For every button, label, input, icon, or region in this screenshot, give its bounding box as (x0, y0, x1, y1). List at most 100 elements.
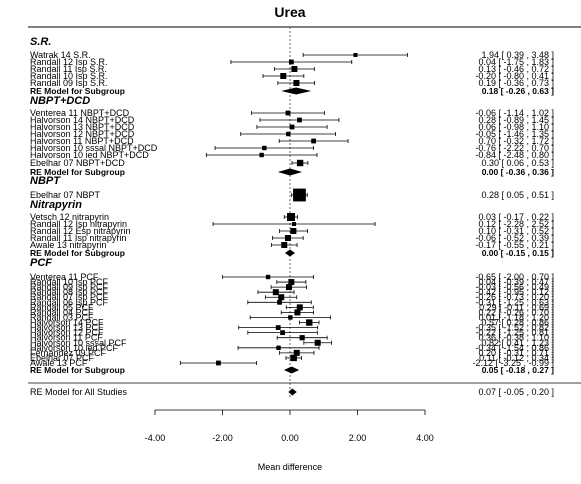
group-header: NBPT+DCD (30, 95, 90, 107)
effect-square (216, 360, 221, 366)
ci-value: 0.36 [ -0.38 , 1.10 ] (478, 333, 554, 343)
ci-value: 0.70 [ -0.32 , 1.72 ] (478, 136, 554, 146)
study-label: Randall 09 Isp PCF (30, 282, 109, 292)
study-label: Randall 11 Isp S.R. (30, 64, 107, 74)
effect-square (353, 53, 358, 57)
effect-square (292, 222, 297, 226)
ci-value: -0.03 [ -0.56 , 0.49 ] (475, 282, 554, 292)
group-header: S.R. (30, 36, 51, 48)
effect-square (288, 279, 295, 286)
effect-square (275, 325, 281, 330)
x-axis-label: Mean difference (258, 462, 322, 472)
study-label: Halvorson 10 sssal NBPT+DCD (30, 143, 158, 153)
ci-value: -0.22 [ -1.25 , 0.81 ] (475, 328, 554, 338)
group-header: PCF (30, 257, 52, 269)
ci-value: 0.28 [ 0.05 , 0.51 ] (481, 190, 554, 200)
ci-value: 0.29 [ -0.11 , 0.69 ] (479, 302, 554, 312)
study-label: Watrak 14 S.R. (30, 50, 91, 60)
ci-value: -0.84 [ -2.48 , 0.80 ] (475, 150, 554, 160)
subgroup-re-value: 0.00 [ -0.15 , 0.15 ] (482, 248, 554, 258)
study-label: Halvorson 14 NBPT+DCD (30, 115, 135, 125)
study-label: Awale 13 PCF (30, 358, 88, 368)
study-label: Randall 10 Isp S.R. (30, 71, 108, 81)
ci-value: 0.22 [ -0.26 , 0.70 ] (478, 307, 554, 317)
ci-value: 0.10 [ -0.31 , 0.52 ] (478, 226, 554, 236)
study-label: Halvorson 11 NBPT+DCD (30, 136, 134, 146)
ci-value: -0.17 [ -0.55 , 0.21 ] (475, 240, 554, 250)
effect-square (293, 349, 300, 356)
study-label: Halvorson 12 PCF (30, 328, 104, 338)
study-rows: S.R. Watrak 14 S.R. 1.94 [ 0.39 , 3.48 ] Ra… (30, 36, 554, 397)
study-label: Randall 07 Isp PCF (30, 292, 109, 302)
ci-value: 0.19 [ -0.36 , 0.73 ] (478, 78, 554, 88)
ci-value: 0.04 [ -0.39 , 0.47 ] (478, 277, 554, 287)
study-label: Fernandez 09 PCF (30, 348, 107, 358)
effect-square (286, 131, 291, 137)
x-tick-label: 4.00 (416, 433, 434, 443)
effect-square (290, 354, 297, 362)
subgroup-re-label: RE Model for Subgroup (30, 86, 125, 96)
subgroup-re-value: 0.18 [ -0.26 , 0.63 ] (482, 86, 554, 96)
effect-square (289, 124, 295, 130)
effect-square (291, 66, 298, 72)
subgroup-re-value: 0.05 [ -0.18 , 0.27 ] (482, 365, 554, 375)
subgroup-re-diamond (277, 168, 303, 176)
study-label: Randall 06 Isp PCF (30, 297, 109, 307)
ci-value: -0.34 [ -1.54 , 0.86 ] (475, 343, 554, 353)
study-label: Halvorson 13 NBPT+DCD (30, 122, 135, 132)
study-label: Randall 12 Esp nitrapyrin (30, 226, 131, 236)
overall-re-label: RE Model for All Studies (30, 387, 128, 397)
overall-re-diamond (288, 388, 297, 396)
subgroup-re-diamond (284, 249, 296, 257)
effect-square (284, 235, 291, 241)
subgroup-re-diamond (283, 366, 300, 374)
study-label: Halvorson 10 ied PCF (30, 343, 119, 353)
ci-value: -0.05 [ -1.46 , 1.35 ] (475, 129, 554, 139)
study-label: Venterea 11 NBPT+DCD (30, 108, 130, 118)
effect-square (287, 213, 296, 221)
x-tick-label: -2.00 (212, 433, 233, 443)
x-tick-label: 0.00 (281, 433, 299, 443)
effect-square (259, 152, 264, 158)
ci-value: 0.11 [ -0.12 , 0.34 ] (479, 353, 554, 363)
study-label: Halvorson 10 sssal PCF (30, 338, 127, 348)
ci-value: -0.20 [ -0.80 , 0.41 ] (475, 71, 554, 81)
ci-value: 0.06 [ -0.98 , 1.10 ] (478, 122, 554, 132)
effect-square (262, 145, 267, 151)
ci-value: -0.31 [ -1.25 , 0.63 ] (475, 297, 554, 307)
ci-value: -0.42 [ -0.95 , 0.12 ] (475, 287, 554, 297)
ci-value: 1.94 [ 0.39 , 3.48 ] (481, 50, 554, 60)
effect-square (296, 159, 304, 167)
subgroup-re-value: 0.00 [ -0.36 , 0.36 ] (482, 167, 554, 177)
x-tick-label: -4.00 (145, 433, 166, 443)
effect-square (280, 73, 287, 79)
effect-square (306, 319, 313, 326)
effect-square (290, 228, 297, 234)
chart-title: Urea (274, 4, 305, 20)
study-label: Awale 13 nitrapyrin (30, 240, 106, 250)
study-label: Halvorson 11 PCF (30, 333, 103, 343)
ci-value: 0.13 [ -0.46 , 0.72 ] (478, 64, 554, 74)
ci-value: 0.82 [ 0.41 , 1.23 ] (481, 338, 554, 348)
study-label: Ebelhar 07 PCF (30, 353, 95, 363)
effect-square (314, 339, 321, 346)
effect-square (297, 117, 302, 123)
study-label: Halvorson 14 PCF (30, 318, 104, 328)
study-label: Venterea 11 PCF (30, 272, 99, 282)
ci-value: 0.12 [ -2.28 , 2.52 ] (478, 219, 554, 229)
effect-square (285, 284, 292, 291)
study-label: Ebelhar 07 NBPT+DCD (30, 158, 125, 168)
study-label: Randall 12 Isp nitrapyrin (30, 219, 127, 229)
ci-value: 0.03 [ -0.17 , 0.22 ] (478, 212, 554, 222)
effect-square (294, 309, 301, 316)
effect-square (285, 110, 291, 116)
effect-square (296, 304, 303, 311)
subgroup-re-label: RE Model for Subgroup (30, 248, 125, 258)
ci-value: -2.12 [ -3.25 , -0.99 ] (472, 358, 554, 368)
subgroup-re-label: RE Model for Subgroup (30, 365, 125, 375)
study-label: Randall 05 PCF (30, 302, 94, 312)
ci-value: -0.06 [ -1.14 , 1.02 ] (475, 108, 554, 118)
ci-value: 0.57 [ 0.28 , 0.86 ] (481, 318, 554, 328)
x-axis: -4.00 -2.00 0.00 2.00 4.00 (145, 409, 434, 443)
